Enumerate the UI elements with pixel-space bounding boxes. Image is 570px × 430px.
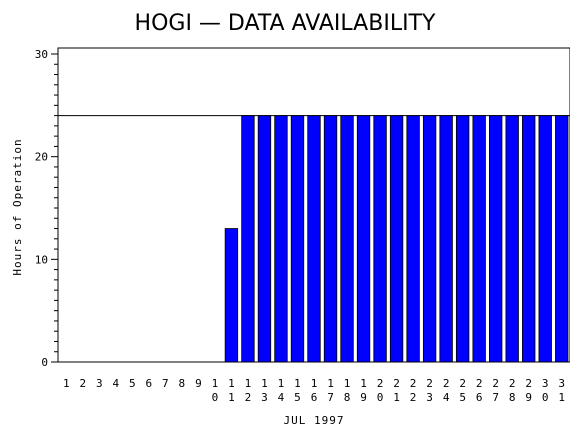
- bar-day-11: [225, 229, 238, 362]
- x-axis-label: JUL 1997: [284, 414, 345, 427]
- x-tick-label: 7: [162, 377, 169, 390]
- bar-day-25: [456, 116, 469, 362]
- x-tick-label: 2: [79, 377, 86, 390]
- bar-day-21: [390, 116, 403, 362]
- bar-day-15: [291, 116, 304, 362]
- bar-day-27: [489, 116, 502, 362]
- bar-day-23: [423, 116, 436, 362]
- bar-day-14: [275, 116, 288, 362]
- x-axis-ticks: 1 2 3 4 5 6 7 8 9 1 01 11 21 31 41 51 61 71 81 92 02 12 22 32 42…: [63, 377, 565, 404]
- x-tick-label: 8: [179, 377, 186, 390]
- bar-day-24: [440, 116, 453, 362]
- bar-day-20: [374, 116, 387, 362]
- bars-group: [225, 116, 568, 362]
- bar-day-30: [539, 116, 552, 362]
- bar-day-18: [341, 116, 354, 362]
- y-tick-label: 0: [41, 356, 48, 369]
- bar-day-28: [506, 116, 519, 362]
- x-tick-label: 9: [195, 377, 202, 390]
- x-tick-label: 6: [146, 377, 153, 390]
- bar-day-22: [407, 116, 420, 362]
- bar-day-12: [242, 116, 255, 362]
- bar-day-29: [522, 116, 535, 362]
- x-tick-label: 5: [129, 377, 136, 390]
- bar-day-13: [258, 116, 271, 362]
- y-tick-label: 30: [35, 48, 48, 61]
- bar-day-19: [357, 116, 370, 362]
- y-axis-label: Hours of Operation: [11, 138, 24, 275]
- y-axis: 0 10 20 30: [35, 48, 58, 369]
- bar-day-26: [473, 116, 486, 362]
- chart-title: HOGI — DATA AVAILABILITY: [135, 11, 436, 36]
- x-tick-label: 4: [112, 377, 119, 390]
- x-tick-label: 1: [63, 377, 70, 390]
- y-tick-label: 10: [35, 253, 48, 266]
- bar-day-17: [324, 116, 337, 362]
- y-tick-label: 20: [35, 151, 48, 164]
- bar-day-16: [308, 116, 321, 362]
- x-tick-label: 3: [96, 377, 103, 390]
- bar-day-31: [555, 116, 568, 362]
